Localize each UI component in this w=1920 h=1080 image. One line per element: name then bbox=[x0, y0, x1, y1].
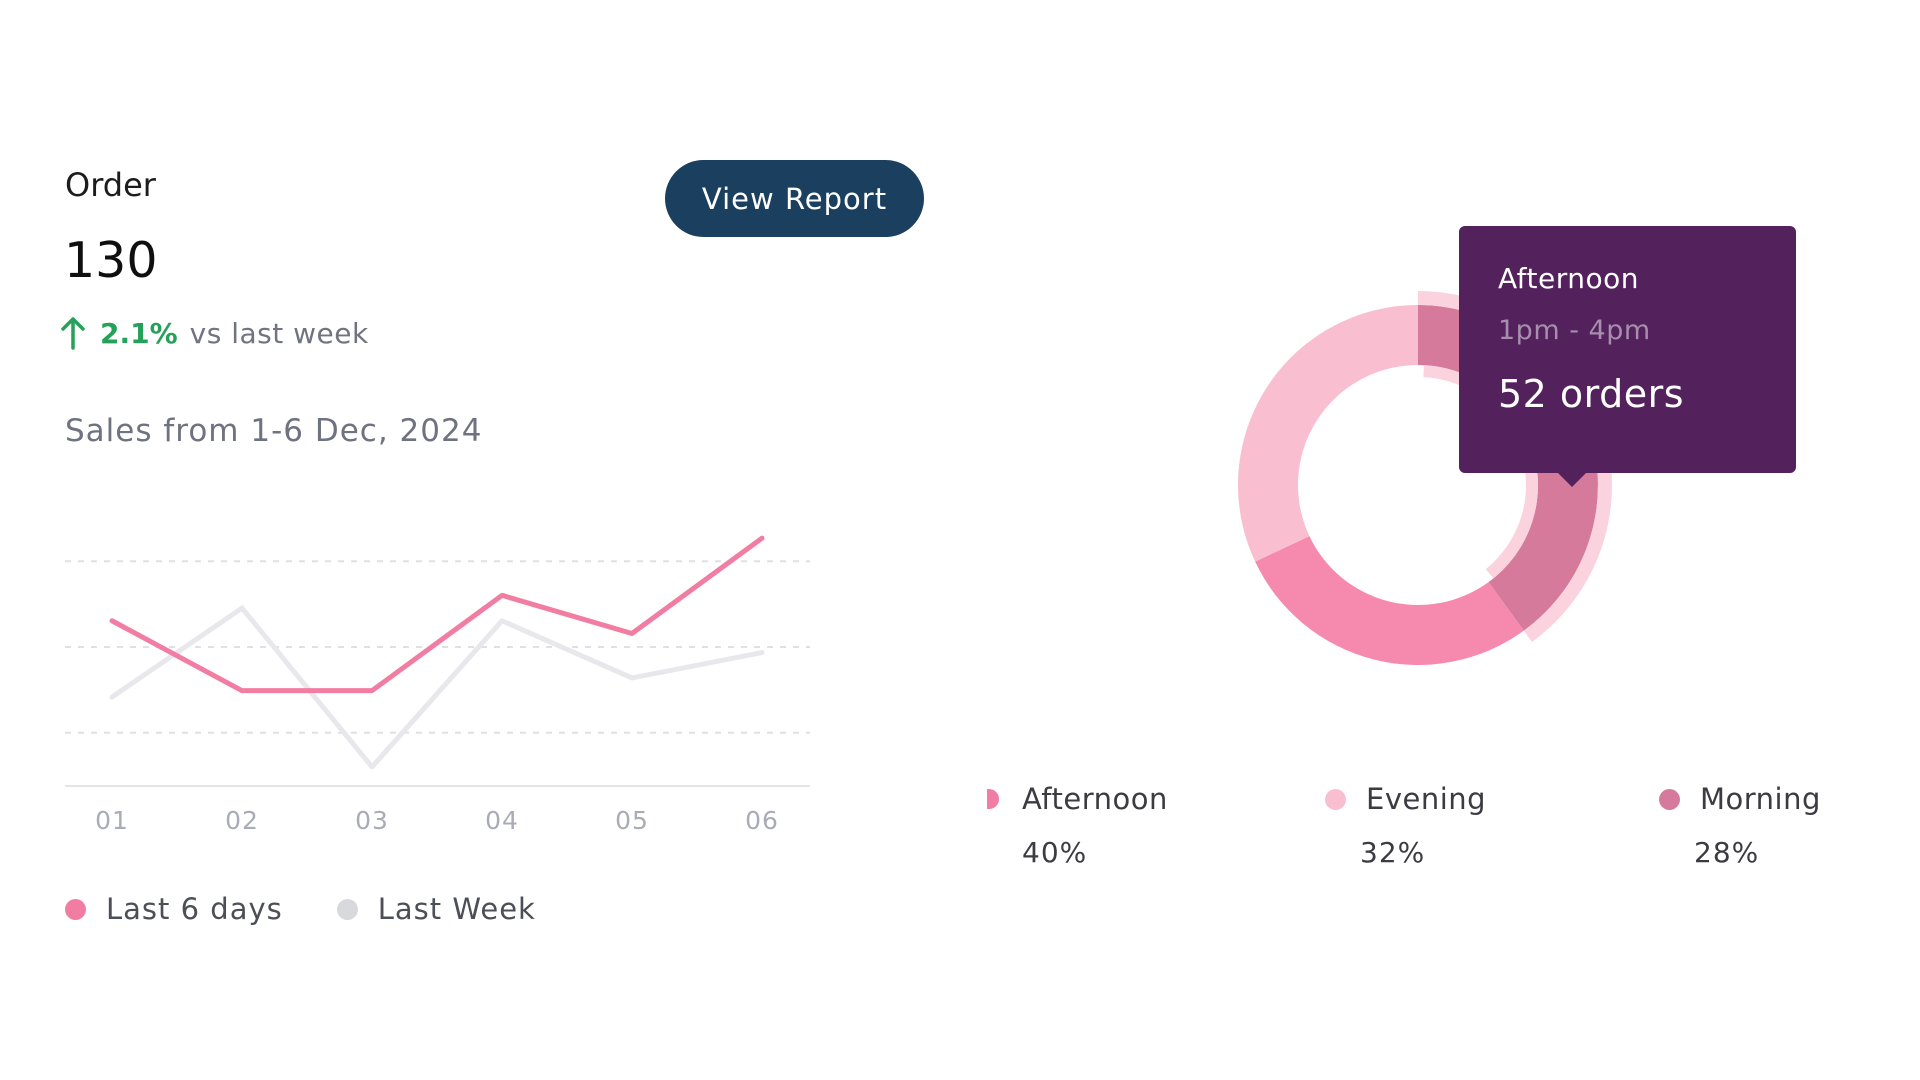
trend-indicator: 2.1% vs last week bbox=[60, 316, 369, 350]
circle-icon bbox=[1325, 788, 1346, 810]
tooltip-title: Afternoon bbox=[1498, 262, 1639, 295]
x-tick-label: 06 bbox=[745, 806, 779, 835]
order-count: 130 bbox=[64, 232, 158, 289]
card-title: Order bbox=[65, 166, 156, 204]
legend-label: Last 6 days bbox=[106, 892, 283, 926]
half-circle-icon bbox=[987, 789, 999, 809]
legend-item-evening: Evening 32% bbox=[1325, 782, 1486, 869]
tooltip-pointer bbox=[1555, 470, 1589, 487]
chart-subtitle: Sales from 1-6 Dec, 2024 bbox=[65, 413, 483, 449]
legend-item-last-week: Last Week bbox=[336, 892, 536, 926]
donut-slice-morning[interactable] bbox=[1255, 536, 1524, 665]
chart-tooltip: Afternoon 1pm - 4pm 52 orders bbox=[1459, 226, 1796, 473]
series-line-last-week bbox=[109, 605, 765, 770]
line-chart: 01 02 03 04 05 06 bbox=[65, 535, 810, 835]
trend-percent: 2.1% bbox=[100, 316, 178, 350]
line-legend: Last 6 days Last Week bbox=[65, 892, 590, 926]
pink-dot-icon bbox=[65, 898, 86, 920]
legend-label: Last Week bbox=[377, 892, 536, 926]
series-line-last-6-days bbox=[109, 535, 765, 694]
legend-item-last-6-days: Last 6 days bbox=[65, 892, 283, 926]
legend-item-morning: Morning 28% bbox=[1659, 782, 1821, 869]
circle-icon bbox=[1659, 788, 1680, 810]
x-tick-label: 03 bbox=[355, 806, 389, 835]
gray-dot-icon bbox=[336, 898, 358, 920]
view-report-button[interactable]: View Report bbox=[665, 160, 924, 237]
legend-item-afternoon: Afternoon 40% bbox=[987, 782, 1168, 869]
legend-label: Morning bbox=[1700, 782, 1821, 816]
arrow-up-icon bbox=[61, 317, 85, 350]
x-tick-label: 04 bbox=[485, 806, 519, 835]
tooltip-time: 1pm - 4pm bbox=[1498, 315, 1651, 346]
trend-label: vs last week bbox=[189, 316, 369, 350]
legend-label: Evening bbox=[1366, 782, 1487, 816]
legend-value: 40% bbox=[1022, 836, 1088, 869]
legend-value: 32% bbox=[1360, 836, 1426, 869]
legend-label: Afternoon bbox=[1022, 782, 1168, 816]
x-tick-label: 01 bbox=[95, 806, 129, 835]
legend-value: 28% bbox=[1694, 836, 1760, 869]
x-tick-label: 05 bbox=[615, 806, 649, 835]
tooltip-value: 52 orders bbox=[1498, 372, 1685, 416]
donut-slice-evening[interactable] bbox=[1238, 305, 1418, 562]
x-tick-label: 02 bbox=[225, 806, 259, 835]
